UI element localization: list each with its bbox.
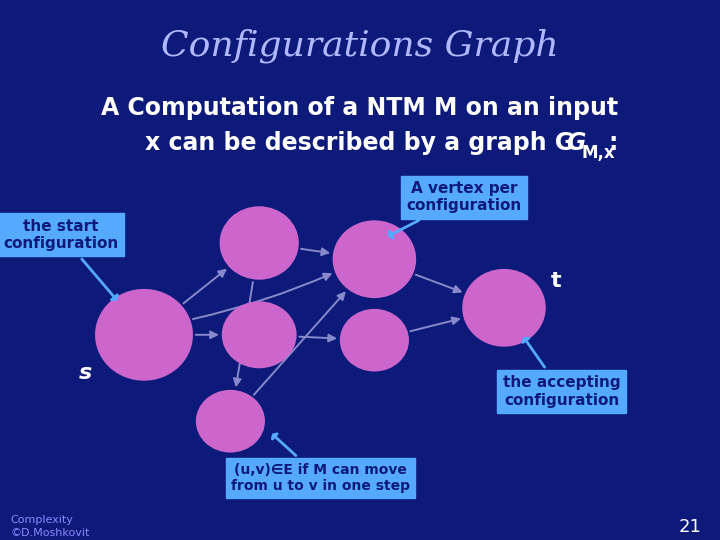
Text: A Computation of a NTM M on an input: A Computation of a NTM M on an input xyxy=(102,96,618,120)
Text: the accepting
configuration: the accepting configuration xyxy=(503,338,621,408)
Ellipse shape xyxy=(222,301,297,368)
Text: 21: 21 xyxy=(679,517,702,536)
Text: M,x: M,x xyxy=(582,144,616,162)
Text: A vertex per
configuration: A vertex per configuration xyxy=(389,181,522,238)
Text: :: : xyxy=(608,131,618,155)
Text: s: s xyxy=(78,362,91,383)
Text: t: t xyxy=(551,271,561,291)
Text: G: G xyxy=(566,131,585,155)
Ellipse shape xyxy=(95,289,193,381)
Text: Complexity
©D.Moshkovit: Complexity ©D.Moshkovit xyxy=(11,515,90,538)
Text: Configurations Graph: Configurations Graph xyxy=(161,29,559,63)
Ellipse shape xyxy=(333,220,416,298)
Ellipse shape xyxy=(340,309,409,372)
Text: the start
configuration: the start configuration xyxy=(4,219,119,300)
Text: (u,v)∈E if M can move
from u to v in one step: (u,v)∈E if M can move from u to v in one… xyxy=(231,434,410,493)
Ellipse shape xyxy=(196,390,265,453)
Text: x can be described by a graph G: x can be described by a graph G xyxy=(145,131,575,155)
Ellipse shape xyxy=(462,269,546,347)
Ellipse shape xyxy=(220,206,299,280)
